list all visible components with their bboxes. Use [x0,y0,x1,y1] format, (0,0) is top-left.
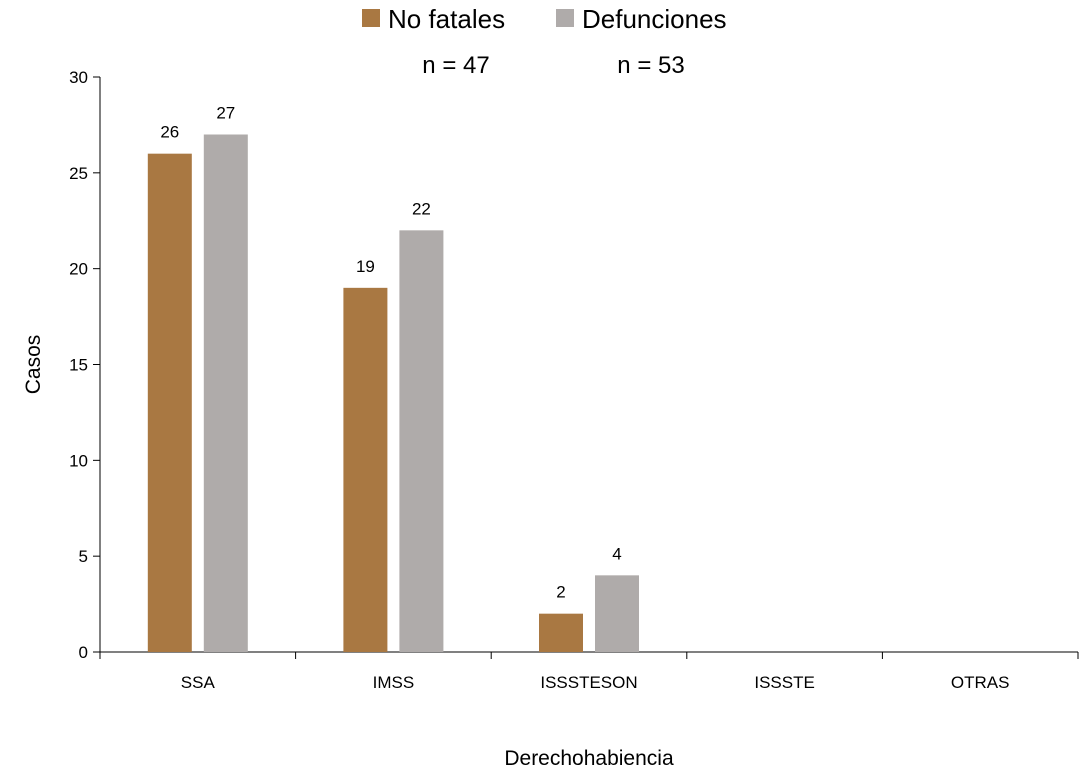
legend: No fatales n = 47 Defunciones n = 53 [362,4,727,79]
x-axis: SSA IMSS ISSSTESON ISSSTE OTRAS [99,651,1079,692]
data-label: 22 [412,199,431,218]
y-tick-label: 0 [79,643,88,662]
legend-label: No fatales [388,4,505,34]
data-label: 27 [216,104,235,123]
x-tick-label: ISSSTE [754,673,814,692]
y-tick-label: 25 [69,164,88,183]
bar [539,613,583,652]
x-tick-label: IMSS [373,673,415,692]
legend-label: Defunciones [582,4,727,34]
y-axis: 0 5 10 15 20 25 30 [69,68,101,662]
y-tick-label: 5 [79,547,88,566]
bar [343,287,388,652]
data-label: 19 [356,257,375,276]
data-label: 26 [160,123,179,142]
x-tick-label: SSA [181,673,216,692]
x-axis-title: Derechohabiencia [504,747,674,769]
legend-swatch [362,9,380,27]
x-tick-label: ISSSTESON [540,673,637,692]
y-tick-label: 10 [69,451,88,470]
y-tick-label: 15 [69,356,88,375]
x-tick-label: OTRAS [951,673,1010,692]
bar [147,153,192,652]
data-label: 4 [612,544,621,563]
y-axis-title: Casos [22,335,45,395]
bar [203,134,248,652]
legend-swatch [556,9,574,27]
series-n-label: n = 47 [422,52,489,79]
data-label: 2 [556,583,565,602]
series-n-label: n = 53 [617,52,684,79]
bar [595,575,639,652]
bar [399,230,444,653]
y-tick-label: 20 [69,260,88,279]
y-tick-label: 30 [69,68,88,87]
